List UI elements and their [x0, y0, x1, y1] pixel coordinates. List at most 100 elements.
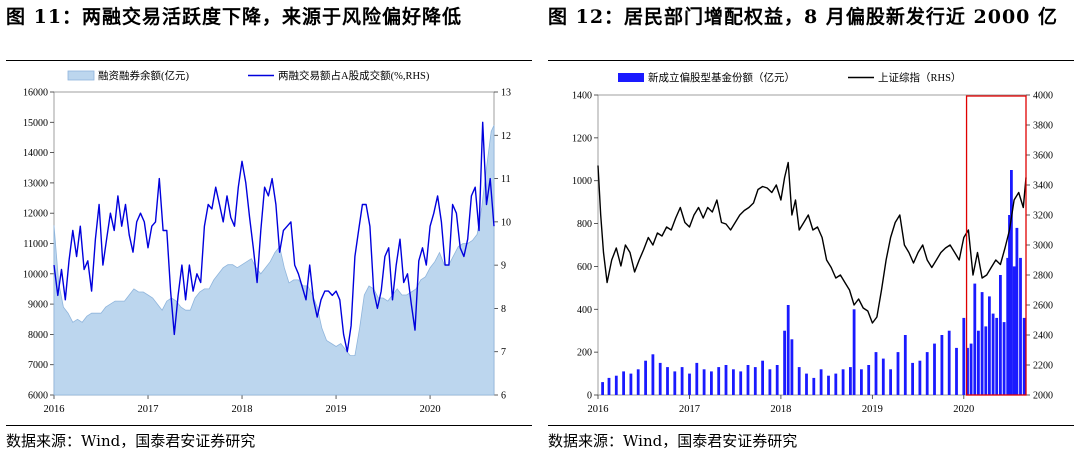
right-chart-bar: [790, 339, 794, 395]
right-chart-y-tick-label: 200: [577, 348, 592, 359]
right-chart-bar: [852, 309, 856, 395]
left-chart-y2-tick-label: 8: [501, 304, 506, 315]
right-chart-bar: [805, 373, 808, 395]
left-chart-y2-tick-label: 7: [501, 347, 506, 358]
right-chart-bar: [1012, 266, 1016, 395]
right-chart-bar: [849, 367, 852, 395]
right-chart-bar: [889, 369, 892, 395]
right-chart-y2-tick-label: 3000: [1033, 241, 1053, 252]
right-chart-bar: [768, 369, 772, 395]
right-chart-bar: [962, 317, 966, 395]
right-chart-y-tick-label: 0: [587, 391, 592, 402]
right-chart-bar: [1008, 215, 1011, 395]
left-chart: 6000 7000 8000 9000 10000 11000 12000 13000 1400…: [6, 62, 532, 424]
right-chart-bar: [1006, 257, 1010, 395]
right-chart-bar: [995, 317, 999, 395]
left-bottom-rule: [6, 425, 532, 426]
left-chart-y-tick-label: 12000: [23, 209, 48, 220]
right-chart-bar: [969, 343, 973, 395]
left-chart-y-tick-label: 6000: [28, 391, 48, 402]
right-chart-y2-tick-label: 4000: [1033, 91, 1053, 102]
right-chart-y2-tick-label: 2400: [1033, 331, 1053, 342]
right-bottom-rule: [548, 425, 1074, 426]
left-chart-x-tick-label: 2017: [138, 404, 159, 415]
right-chart-bar: [977, 330, 980, 395]
right-chart-bar: [673, 371, 677, 395]
right-chart-y-tick-label: 400: [577, 305, 592, 316]
left-chart-legend-label: 两融交易额占A股成交额(%,RHS): [278, 69, 430, 82]
right-chart-svg: 0 200 400 600 800 1000 1200 1400 2000 2200 2400 260…: [572, 71, 1053, 415]
left-chart-series-area: [53, 125, 495, 396]
right-chart-bar: [874, 352, 878, 395]
left-chart-y-tick-label: 9000: [28, 300, 48, 311]
right-chart-bar: [860, 369, 863, 395]
left-chart-y2-tick-label: 6: [501, 391, 506, 402]
left-chart-y2-tick-label: 10: [501, 217, 511, 228]
left-chart-x-tick-label: 2020: [420, 404, 441, 415]
right-chart-bar: [688, 373, 691, 395]
right-chart-bar: [973, 283, 977, 395]
right-chart-bar: [991, 313, 995, 395]
right-chart-bar: [601, 382, 604, 395]
right-chart-bar: [644, 360, 647, 395]
right-chart-bar: [1002, 322, 1006, 395]
right-chart-bar: [622, 371, 625, 395]
right-chart-y-tick-label: 1200: [572, 133, 592, 144]
right-chart-y2-tick-label: 3600: [1033, 151, 1053, 162]
right-chart-legend-swatch-bar: [618, 73, 644, 82]
left-chart-source: 数据来源：Wind，国泰君安证券研究: [6, 432, 256, 450]
right-chart-bar: [925, 352, 929, 395]
right-chart-bar: [940, 335, 944, 395]
right-chart-x-tick-label: 2019: [862, 404, 883, 415]
right-chart-bar: [753, 367, 757, 395]
right-chart-bar: [841, 369, 845, 395]
right-chart-bar: [717, 367, 721, 395]
left-chart-x-tick-label: 2016: [44, 404, 65, 415]
right-chart-legend-label: 上证综指（RHS）: [878, 71, 961, 84]
right-chart-x-tick-label: 2018: [770, 404, 791, 415]
right-chart-bar: [739, 371, 743, 395]
left-chart-y-tick-label: 7000: [28, 360, 48, 371]
right-chart-bar: [724, 365, 728, 395]
right-chart-bar: [1019, 257, 1022, 395]
left-chart-x-tick-label: 2018: [232, 404, 253, 415]
right-chart-highlight-box: [965, 95, 1027, 396]
left-chart-y-tick-label: 15000: [23, 118, 48, 129]
right-chart-bar: [695, 362, 699, 395]
right-chart-bar: [933, 343, 936, 395]
right-chart-panel: 图 12：居民部门增配权益，8 月偏股新发行近 2000 亿 0 200 400 60…: [548, 0, 1078, 457]
right-chart-bar: [651, 354, 655, 395]
right-chart-bar: [955, 347, 958, 395]
left-chart-x-tick-label: 2019: [326, 404, 347, 415]
right-chart-bar: [732, 369, 735, 395]
right-chart-bar: [775, 365, 779, 395]
right-chart-bar: [867, 365, 871, 395]
left-chart-y-tick-label: 11000: [23, 239, 48, 250]
right-chart-bar: [666, 367, 669, 395]
right-chart-y2-tick-label: 2600: [1033, 301, 1053, 312]
left-chart-y2-tick-label: 12: [501, 131, 511, 142]
right-chart-bar: [1022, 317, 1026, 395]
right-chart-bar: [988, 296, 991, 395]
left-top-rule: [6, 60, 532, 61]
right-chart-bar: [761, 360, 764, 395]
left-chart-y2-tick-label: 11: [501, 174, 511, 185]
right-chart-bar: [702, 369, 706, 395]
right-chart-bar: [834, 373, 838, 395]
right-chart-bar: [658, 362, 662, 395]
left-chart-legend-swatch-area: [67, 70, 95, 81]
right-chart-x-tick-label: 2020: [953, 404, 974, 415]
right-chart-y2-tick-label: 3200: [1033, 211, 1053, 222]
right-chart-bar: [746, 365, 750, 395]
right-chart-bar: [1010, 170, 1013, 395]
right-chart-bar: [980, 292, 984, 395]
right-chart-y2-tick-label: 3400: [1033, 181, 1053, 192]
right-chart-y-tick-label: 800: [577, 219, 592, 230]
left-chart-title: 图 11：两融交易活跃度下降，来源于风险偏好降低: [6, 6, 463, 28]
right-chart-bar: [966, 347, 969, 395]
right-chart-bar: [903, 335, 907, 395]
right-chart-x-tick-label: 2016: [588, 404, 609, 415]
right-chart-bar: [783, 330, 786, 395]
right-chart-bar: [881, 358, 885, 395]
right-chart-bar: [629, 373, 633, 395]
